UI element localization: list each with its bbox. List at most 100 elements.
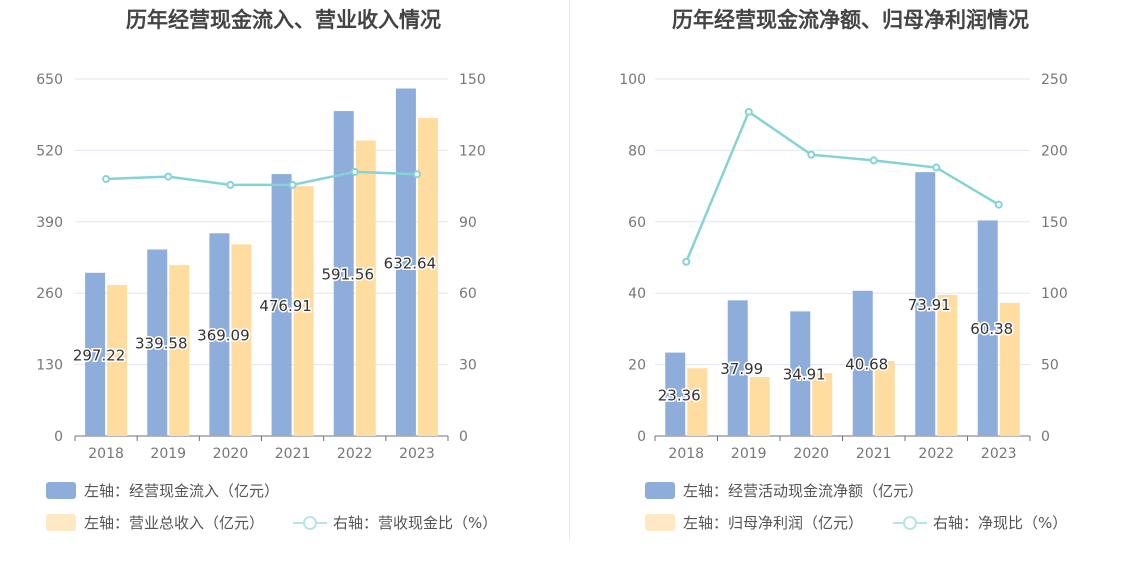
panel-divider [569, 0, 570, 540]
legend-swatch [46, 514, 76, 531]
bar-series-1 [812, 373, 833, 436]
line-point [288, 180, 297, 189]
legend-label: 左轴：经营现金流入（亿元） [84, 482, 280, 500]
bar-series-0 [147, 249, 168, 436]
bar-series-1 [417, 117, 438, 436]
right-axis-tick-label: 50 [1041, 358, 1059, 374]
bar-series-0 [333, 111, 354, 436]
left-axis-tick-label: 0 [637, 429, 646, 445]
bar-series-1 [687, 368, 708, 436]
line-point [932, 163, 941, 172]
left-axis-tick-label: 650 [36, 72, 63, 88]
bar-series-1 [231, 244, 252, 436]
bar-data-label: 73.91 [908, 296, 951, 314]
bar-series-1 [937, 294, 958, 436]
line-point [994, 200, 1003, 209]
bar-data-label: 34.91 [783, 366, 826, 384]
bar-series-0 [915, 172, 936, 436]
x-axis-tick-label: 2023 [981, 446, 1017, 462]
legend-item-series-2[interactable]: 右轴：净现比（%） [893, 512, 1067, 533]
legend-label: 左轴：归母净利润（亿元） [683, 514, 864, 532]
x-axis-tick-label: 2022 [918, 446, 954, 462]
bar-series-1 [999, 302, 1020, 436]
chart-title: 历年经营现金流净额、归母净利润情况 [672, 8, 1029, 32]
legend-item-series-0[interactable]: 左轴：经营现金流入（亿元） [46, 480, 279, 501]
bar-series-0 [977, 220, 998, 436]
x-axis-tick-label: 2020 [213, 446, 249, 462]
left-axis-tick-label: 520 [36, 143, 63, 159]
right-axis-tick-label: 0 [459, 429, 468, 445]
bar-data-label: 60.38 [970, 320, 1013, 338]
right-axis-tick-label: 200 [1041, 143, 1068, 159]
chart-title: 历年经营现金流入、营业收入情况 [126, 8, 441, 32]
chart-plot: 0 0 130 30 260 60 390 90 520 120 650 150 2018 2019 202… [36, 72, 486, 462]
bar-series-0 [395, 88, 416, 437]
left-axis-tick-label: 260 [36, 286, 63, 302]
legend-label: 左轴：营业总收入（亿元） [84, 514, 265, 532]
legend-label: 左轴：经营活动现金流净额（亿元） [683, 482, 924, 500]
right-axis-tick-label: 0 [1041, 429, 1050, 445]
x-axis-tick-label: 2019 [150, 446, 186, 462]
right-axis-tick-label: 250 [1041, 72, 1068, 88]
right-axis-tick-label: 150 [1041, 215, 1068, 231]
bar-series-0 [85, 272, 106, 436]
bar-series-0 [727, 300, 748, 436]
bar-data-label: 591.56 [322, 266, 375, 284]
bar-series-1 [749, 377, 770, 436]
chart-panel-net-cash: 历年经营现金流净额、归母净利润情况 0 0 20 50 40 100 60 150 80 200 1… [567, 0, 1134, 582]
line-point [807, 150, 816, 159]
bar-series-1 [293, 186, 314, 436]
bar-series-0 [665, 352, 686, 436]
x-axis-tick-label: 2023 [399, 446, 435, 462]
line-point [350, 167, 359, 176]
legend-line-icon [893, 515, 927, 530]
left-axis-tick-label: 40 [628, 286, 646, 302]
chart-panel-cash-inflow: 历年经营现金流入、营业收入情况 0 0 130 30 260 60 390 90 520 120 6… [36, 8, 497, 533]
legend-swatch [46, 482, 76, 499]
left-axis-tick-label: 80 [628, 143, 646, 159]
line-point [682, 257, 691, 266]
right-axis-tick-label: 150 [459, 72, 486, 88]
legend-item-series-1[interactable]: 左轴：营业总收入（亿元） [46, 512, 264, 533]
x-axis-tick-label: 2020 [793, 446, 829, 462]
right-axis-tick-label: 60 [459, 286, 477, 302]
bar-series-0 [790, 311, 811, 436]
bar-data-label: 23.36 [658, 386, 701, 404]
bar-series-0 [271, 174, 292, 437]
x-axis-tick-label: 2021 [856, 446, 892, 462]
legend-item-series-0[interactable]: 左轴：经营活动现金流净额（亿元） [645, 480, 923, 501]
bar-data-label: 37.99 [720, 360, 763, 378]
right-axis-tick-label: 90 [459, 215, 477, 231]
left-axis-tick-label: 390 [36, 215, 63, 231]
x-axis-tick-label: 2018 [668, 446, 704, 462]
line-series-2 [106, 170, 417, 187]
left-axis-tick-label: 130 [36, 358, 63, 374]
bar-series-1 [169, 265, 190, 436]
line-point [412, 170, 421, 179]
legend-swatch [645, 482, 675, 499]
legend-item-series-1[interactable]: 左轴：归母净利润（亿元） [645, 512, 863, 533]
x-axis-tick-label: 2021 [275, 446, 311, 462]
legend-label: 右轴：营收现金比（%） [333, 514, 498, 532]
bar-data-label: 632.64 [384, 254, 437, 272]
bar-series-1 [874, 361, 895, 436]
right-axis-tick-label: 30 [459, 358, 477, 374]
right-axis-tick-label: 100 [1041, 286, 1068, 302]
line-point [102, 174, 111, 183]
left-axis-tick-label: 100 [619, 72, 646, 88]
legend-item-series-2[interactable]: 右轴：营收现金比（%） [293, 512, 497, 533]
bar-series-0 [209, 233, 230, 436]
bar-series-1 [107, 284, 128, 436]
right-axis-tick-label: 120 [459, 143, 486, 159]
bar-data-label: 40.68 [845, 355, 888, 373]
bar-series-0 [852, 290, 873, 436]
legend-line-icon [293, 515, 327, 530]
line-point [744, 107, 753, 116]
x-axis-tick-label: 2022 [337, 446, 373, 462]
bar-data-label: 476.91 [259, 297, 312, 315]
legend-swatch [645, 514, 675, 531]
bar-data-label: 339.58 [135, 335, 188, 353]
legend-label: 右轴：净现比（%） [933, 514, 1068, 532]
x-axis-tick-label: 2019 [731, 446, 767, 462]
x-axis-tick-label: 2018 [88, 446, 124, 462]
